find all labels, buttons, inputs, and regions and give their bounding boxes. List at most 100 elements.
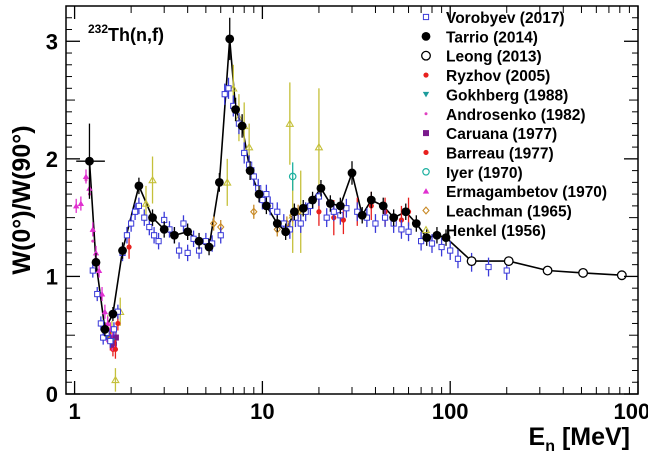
data-point (378, 201, 388, 211)
data-point (389, 213, 399, 223)
reaction-annotation: 232Th(n,f) (88, 22, 164, 45)
data-point (159, 224, 169, 234)
data-point (398, 226, 405, 233)
data-point (578, 267, 589, 278)
data-point (214, 177, 224, 187)
data-point (92, 249, 100, 256)
plot-data-layer (73, 17, 627, 392)
data-point (123, 232, 131, 239)
data-point (438, 243, 445, 251)
x-tick-label: 1 (68, 399, 80, 424)
data-point (245, 166, 255, 176)
data-point (100, 334, 107, 341)
data-point (432, 230, 442, 240)
data-point (542, 265, 553, 276)
data-point (298, 203, 308, 213)
data-point (107, 337, 114, 345)
data-point (241, 149, 248, 157)
data-point (340, 217, 347, 223)
legend-label: Caruana (1977) (446, 126, 557, 143)
y-tick-label: 1 (46, 264, 58, 289)
legend-marker (422, 168, 430, 176)
data-point (231, 105, 241, 114)
data-point (112, 334, 119, 341)
legend-label: Ermagambetov (1970) (446, 184, 607, 201)
data-point (285, 119, 295, 127)
data-point (77, 200, 85, 207)
data-point (141, 199, 151, 207)
data-point (91, 257, 101, 267)
data-point (418, 238, 425, 245)
legend-entry: Caruana (1977) (423, 126, 557, 143)
legend-entry: Barreau (1977) (423, 145, 554, 162)
legend-marker (421, 50, 431, 61)
data-point (132, 208, 139, 215)
data-point (250, 207, 258, 216)
data-point (225, 85, 232, 92)
data-point (308, 195, 317, 205)
data-point (289, 207, 299, 217)
data-point (222, 178, 232, 186)
data-point (325, 199, 335, 208)
legend-entry: Henkel (1956) (421, 223, 546, 240)
data-point (357, 210, 367, 220)
data-point (97, 320, 104, 327)
legend-label: Androsenko (1982) (446, 107, 586, 124)
y-axis-title: W(0°)/W(90°) (8, 125, 36, 274)
data-point (134, 181, 144, 191)
series-ermagambetov-1970 (73, 169, 117, 343)
data-point (146, 223, 153, 231)
x-axis-title-subscript: n (545, 438, 555, 454)
legend-entry: Leong (2013) (421, 49, 542, 66)
legend-entry: Gokhberg (1988) (422, 87, 568, 104)
data-point (281, 227, 291, 237)
data-point (323, 214, 330, 221)
data-point (441, 233, 451, 243)
y-tick-label: 3 (46, 29, 58, 54)
legend-marker (421, 225, 431, 234)
data-point (422, 233, 432, 243)
data-point (274, 208, 281, 215)
legend-entry: Ermagambetov (1970) (422, 184, 607, 201)
data-point (82, 173, 90, 179)
data-point (254, 189, 264, 199)
data-point (111, 375, 120, 384)
legend-label: Ryzhov (2005) (446, 68, 550, 85)
data-point (503, 267, 510, 274)
legend-entry: Vorobyev (2017) (422, 10, 565, 27)
data-point (180, 220, 187, 227)
data-point (141, 214, 148, 221)
legend-label: Henkel (1956) (446, 223, 546, 240)
data-point (91, 239, 95, 243)
annotation-text: Th(n,f) (108, 25, 164, 45)
data-point (330, 208, 337, 215)
data-point (381, 214, 389, 221)
annotation-superscript: 232 (88, 22, 108, 36)
legend-entry: Ryzhov (2005) (423, 68, 550, 85)
legend-marker (423, 130, 429, 137)
axes-layer: 11010010000123 (46, 6, 648, 424)
x-axis-title: En [MeV] (529, 423, 630, 454)
data-point (503, 256, 514, 267)
data-point (128, 220, 135, 227)
data-point (85, 156, 94, 166)
data-point (250, 173, 257, 180)
data-point (411, 219, 421, 228)
data-point (401, 207, 411, 217)
data-point (316, 183, 326, 193)
data-point (447, 247, 454, 254)
data-point (272, 219, 282, 228)
legend-label: Tarrio (2014) (446, 29, 538, 46)
data-point (335, 201, 345, 211)
data-point (405, 228, 412, 235)
data-point (259, 196, 266, 204)
data-point (288, 172, 297, 181)
x-axis-title-rest: [MeV] (555, 423, 630, 451)
legend-entry: Leachman (1965) (422, 204, 572, 221)
data-point (110, 341, 117, 348)
data-point (616, 270, 627, 281)
legend-entry: Tarrio (2014) (421, 29, 538, 46)
x-tick-label: 100 (432, 399, 469, 424)
data-point (135, 202, 143, 209)
